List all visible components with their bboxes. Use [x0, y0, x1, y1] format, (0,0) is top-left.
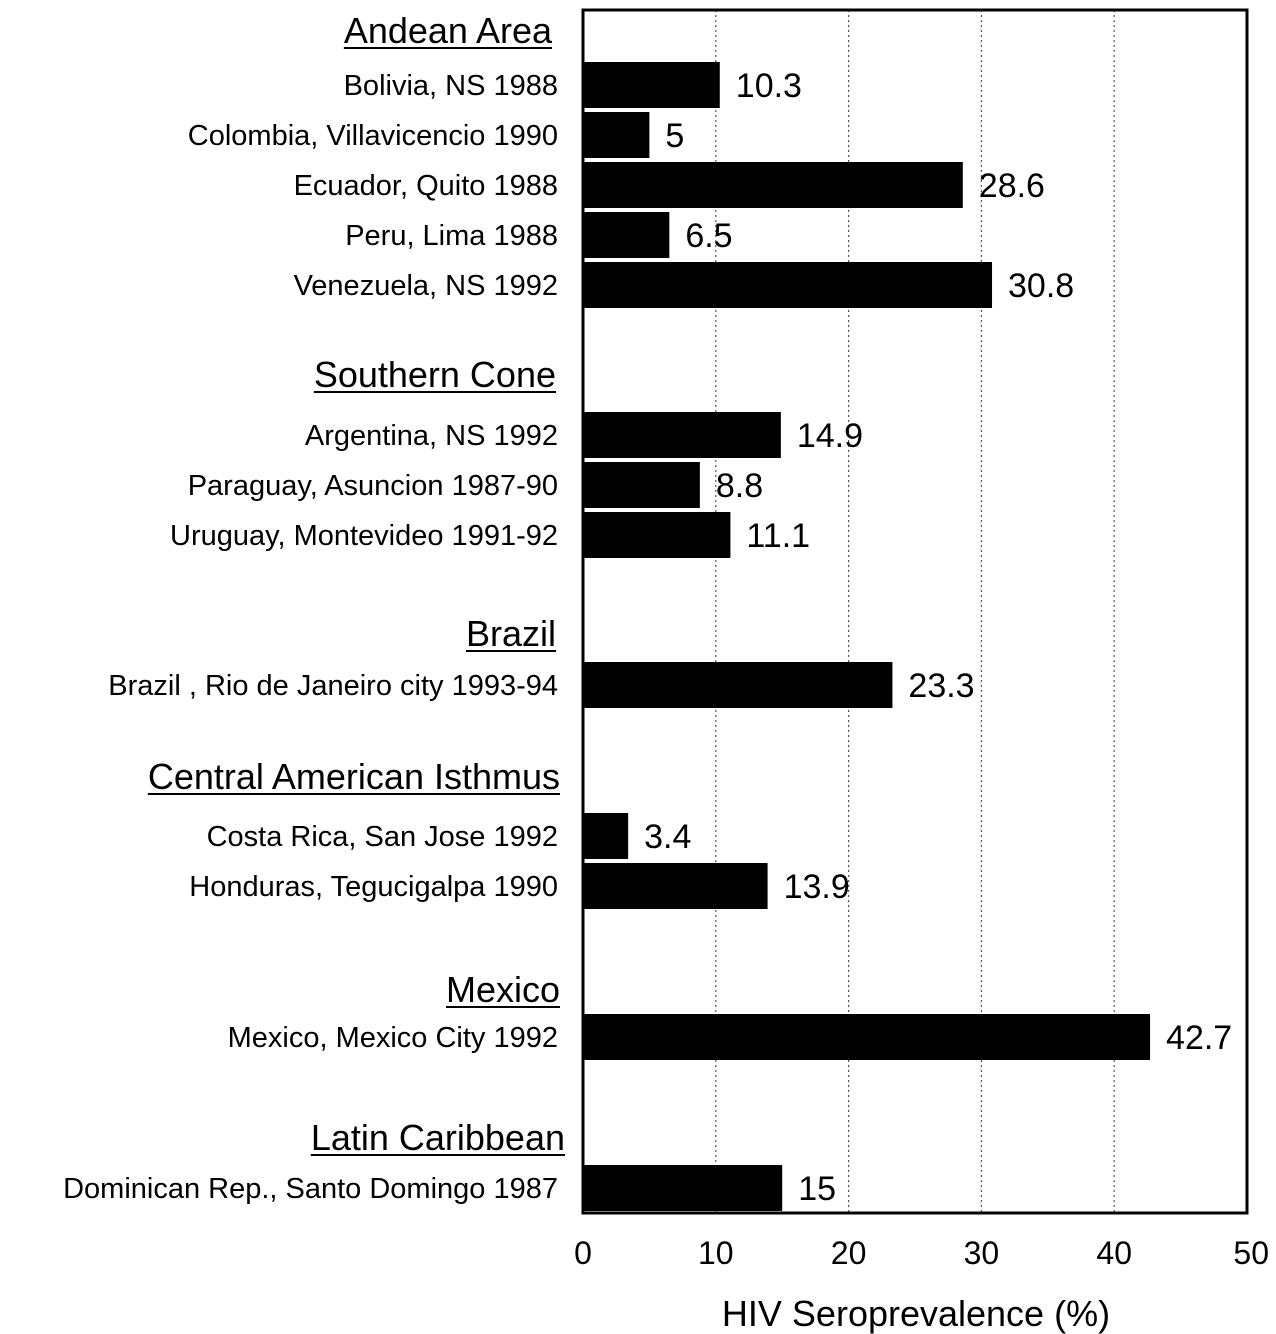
category-label: Dominican Rep., Santo Domingo 1987 — [63, 1173, 558, 1205]
x-tick-label-20: 20 — [831, 1235, 867, 1271]
plot-frame — [581, 8, 1249, 1215]
group-header: Mexico — [446, 969, 560, 1010]
bar — [583, 62, 720, 108]
category-label: Argentina, NS 1992 — [305, 420, 558, 452]
bar — [583, 162, 963, 208]
category-label: Brazil , Rio de Janeiro city 1993-94 — [108, 670, 558, 702]
category-labels: Andean Area Bolivia, NS 1988 Colombia, Vil… — [63, 10, 565, 1205]
bar — [583, 262, 993, 308]
category-label: Peru, Lima 1988 — [345, 220, 558, 252]
bars — [583, 62, 1151, 1211]
category-label: Colombia, Villavicencio 1990 — [188, 120, 558, 152]
data-label: 28.6 — [979, 167, 1045, 205]
bar — [583, 512, 731, 558]
data-label: 13.9 — [784, 868, 850, 906]
group-header: Central American Isthmus — [148, 756, 560, 797]
data-label: 14.9 — [797, 417, 863, 455]
x-axis-ticks: 0 10 20 30 40 50 — [574, 1235, 1269, 1271]
grid-lines — [715, 10, 1115, 1213]
bar — [583, 813, 629, 859]
data-label: 10.3 — [736, 67, 802, 105]
x-tick-label-40: 40 — [1096, 1235, 1132, 1271]
data-label: 3.4 — [644, 818, 691, 856]
bar — [583, 1014, 1151, 1060]
group-header: Brazil — [466, 613, 556, 654]
category-label: Uruguay, Montevideo 1991-92 — [170, 520, 558, 552]
data-label: 42.7 — [1166, 1019, 1232, 1057]
x-tick-label-30: 30 — [964, 1235, 1000, 1271]
bar — [583, 662, 893, 708]
bar — [583, 1165, 783, 1211]
category-label: Honduras, Tegucigalpa 1990 — [189, 871, 558, 903]
category-label: Venezuela, NS 1992 — [294, 270, 558, 302]
data-label: 30.8 — [1008, 267, 1074, 305]
data-label: 11.1 — [746, 517, 810, 555]
group-header: Andean Area — [344, 10, 553, 51]
group-header: Southern Cone — [314, 354, 556, 395]
data-label: 6.5 — [685, 217, 732, 255]
bar — [583, 212, 670, 258]
category-label: Bolivia, NS 1988 — [344, 70, 558, 102]
bar — [583, 112, 650, 158]
x-tick-label-0: 0 — [574, 1235, 592, 1271]
data-label: 23.3 — [908, 667, 974, 705]
category-label: Costa Rica, San Jose 1992 — [207, 821, 558, 853]
bar — [583, 462, 700, 508]
x-tick-label-50: 50 — [1233, 1235, 1269, 1271]
category-label: Mexico, Mexico City 1992 — [228, 1022, 558, 1054]
data-label: 5 — [665, 117, 684, 155]
bar — [583, 412, 781, 458]
group-header: Latin Caribbean — [311, 1117, 565, 1158]
data-label: 8.8 — [716, 467, 763, 505]
category-label: Paraguay, Asuncion 1987-90 — [188, 470, 558, 502]
category-label: Ecuador, Quito 1988 — [294, 170, 558, 202]
bar — [583, 863, 768, 909]
x-axis-label: HIV Seroprevalence (%) — [722, 1293, 1110, 1334]
x-tick-label-10: 10 — [698, 1235, 734, 1271]
data-label: 15 — [798, 1170, 836, 1208]
value-labels: 10.3 5 28.6 6.5 30.8 14.9 8.8 11.1 23.3 3.4 13.9 42… — [644, 67, 1232, 1208]
